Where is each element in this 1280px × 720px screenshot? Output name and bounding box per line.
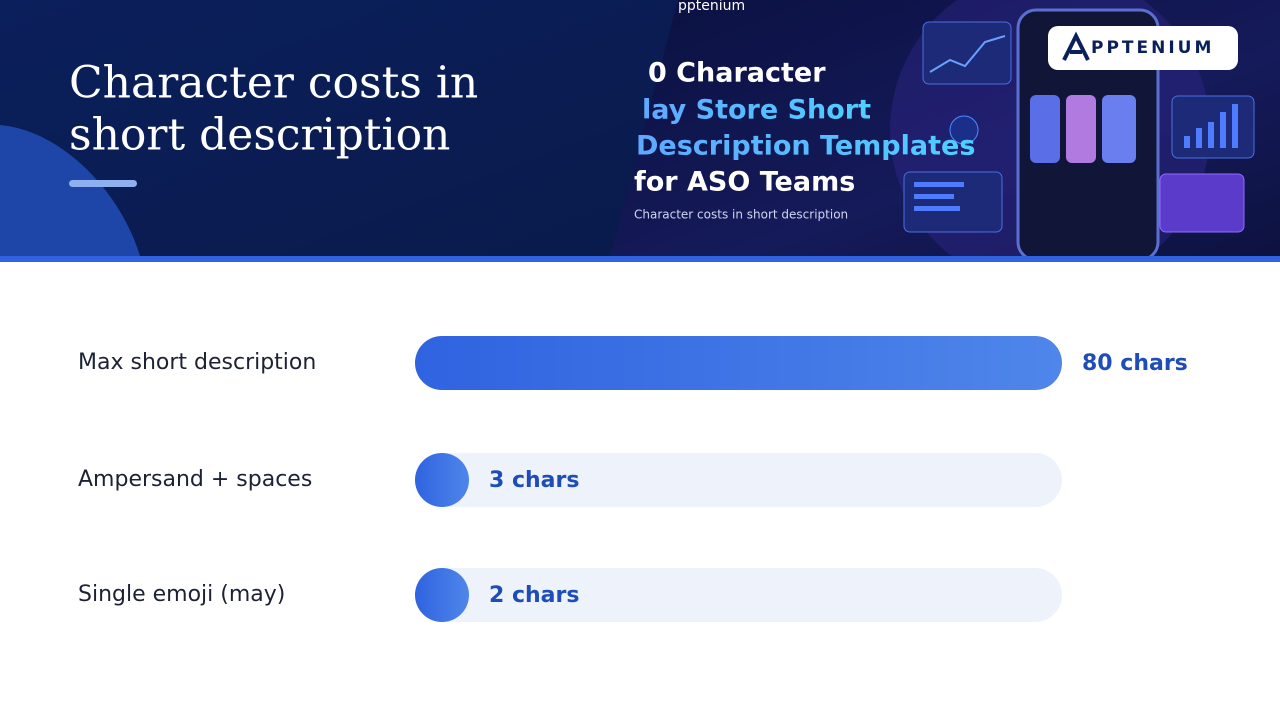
bar-track <box>415 453 1062 507</box>
value-label: 2 chars <box>489 583 579 608</box>
bar <box>415 453 469 507</box>
category-label: Single emoji (may) <box>78 582 285 607</box>
image-brand: pptenium <box>678 0 745 14</box>
logo-box <box>1048 26 1238 70</box>
value-label: 3 chars <box>489 468 579 493</box>
category-label: Max short description <box>78 350 316 375</box>
image-headline: lay Store Short <box>642 95 871 126</box>
panel-decor <box>0 125 140 256</box>
image-headline: for ASO Teams <box>634 167 855 198</box>
title-underline <box>69 180 137 187</box>
image-headline: 0 Character <box>648 58 826 89</box>
bar-chart: Max short description 80 chars Ampersand +… <box>78 336 1188 622</box>
title-line: short description <box>69 110 450 161</box>
image-decor <box>890 0 1255 256</box>
logo-text: PPTENIUM <box>1091 38 1214 58</box>
bar <box>415 336 1062 390</box>
value-label: 80 chars <box>1082 351 1188 376</box>
category-label: Ampersand + spaces <box>78 467 312 492</box>
header-stripe <box>0 256 1280 262</box>
bar <box>415 568 469 622</box>
bar-track <box>415 568 1062 622</box>
title-line: Character costs in <box>69 58 478 109</box>
image-caption: Character costs in short description <box>634 208 848 222</box>
logo-icon <box>1062 31 1090 61</box>
image-headline: Description Templates <box>636 131 975 162</box>
header-panel <box>0 0 678 256</box>
